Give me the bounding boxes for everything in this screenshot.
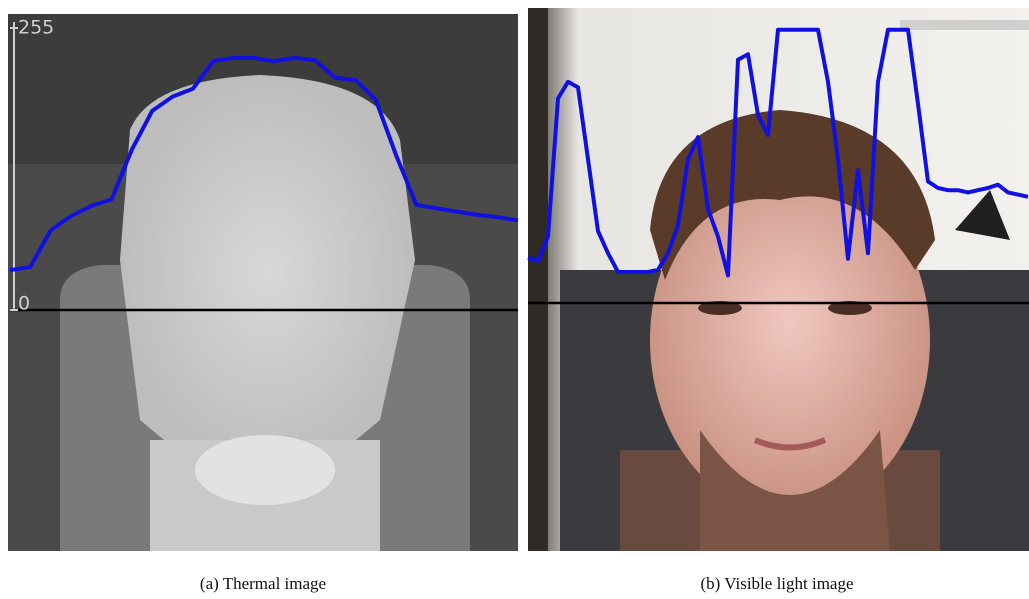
caption: (b) Visible light image <box>700 574 853 593</box>
y-tick-label: 255 <box>18 17 54 39</box>
y-tick-label: 0 <box>18 293 30 315</box>
thermal-image <box>8 14 518 551</box>
intensity-profile <box>9 55 519 273</box>
visible-image <box>528 8 1029 551</box>
caption: (a) Thermal image <box>200 574 326 593</box>
intensity-profile <box>527 27 1029 278</box>
